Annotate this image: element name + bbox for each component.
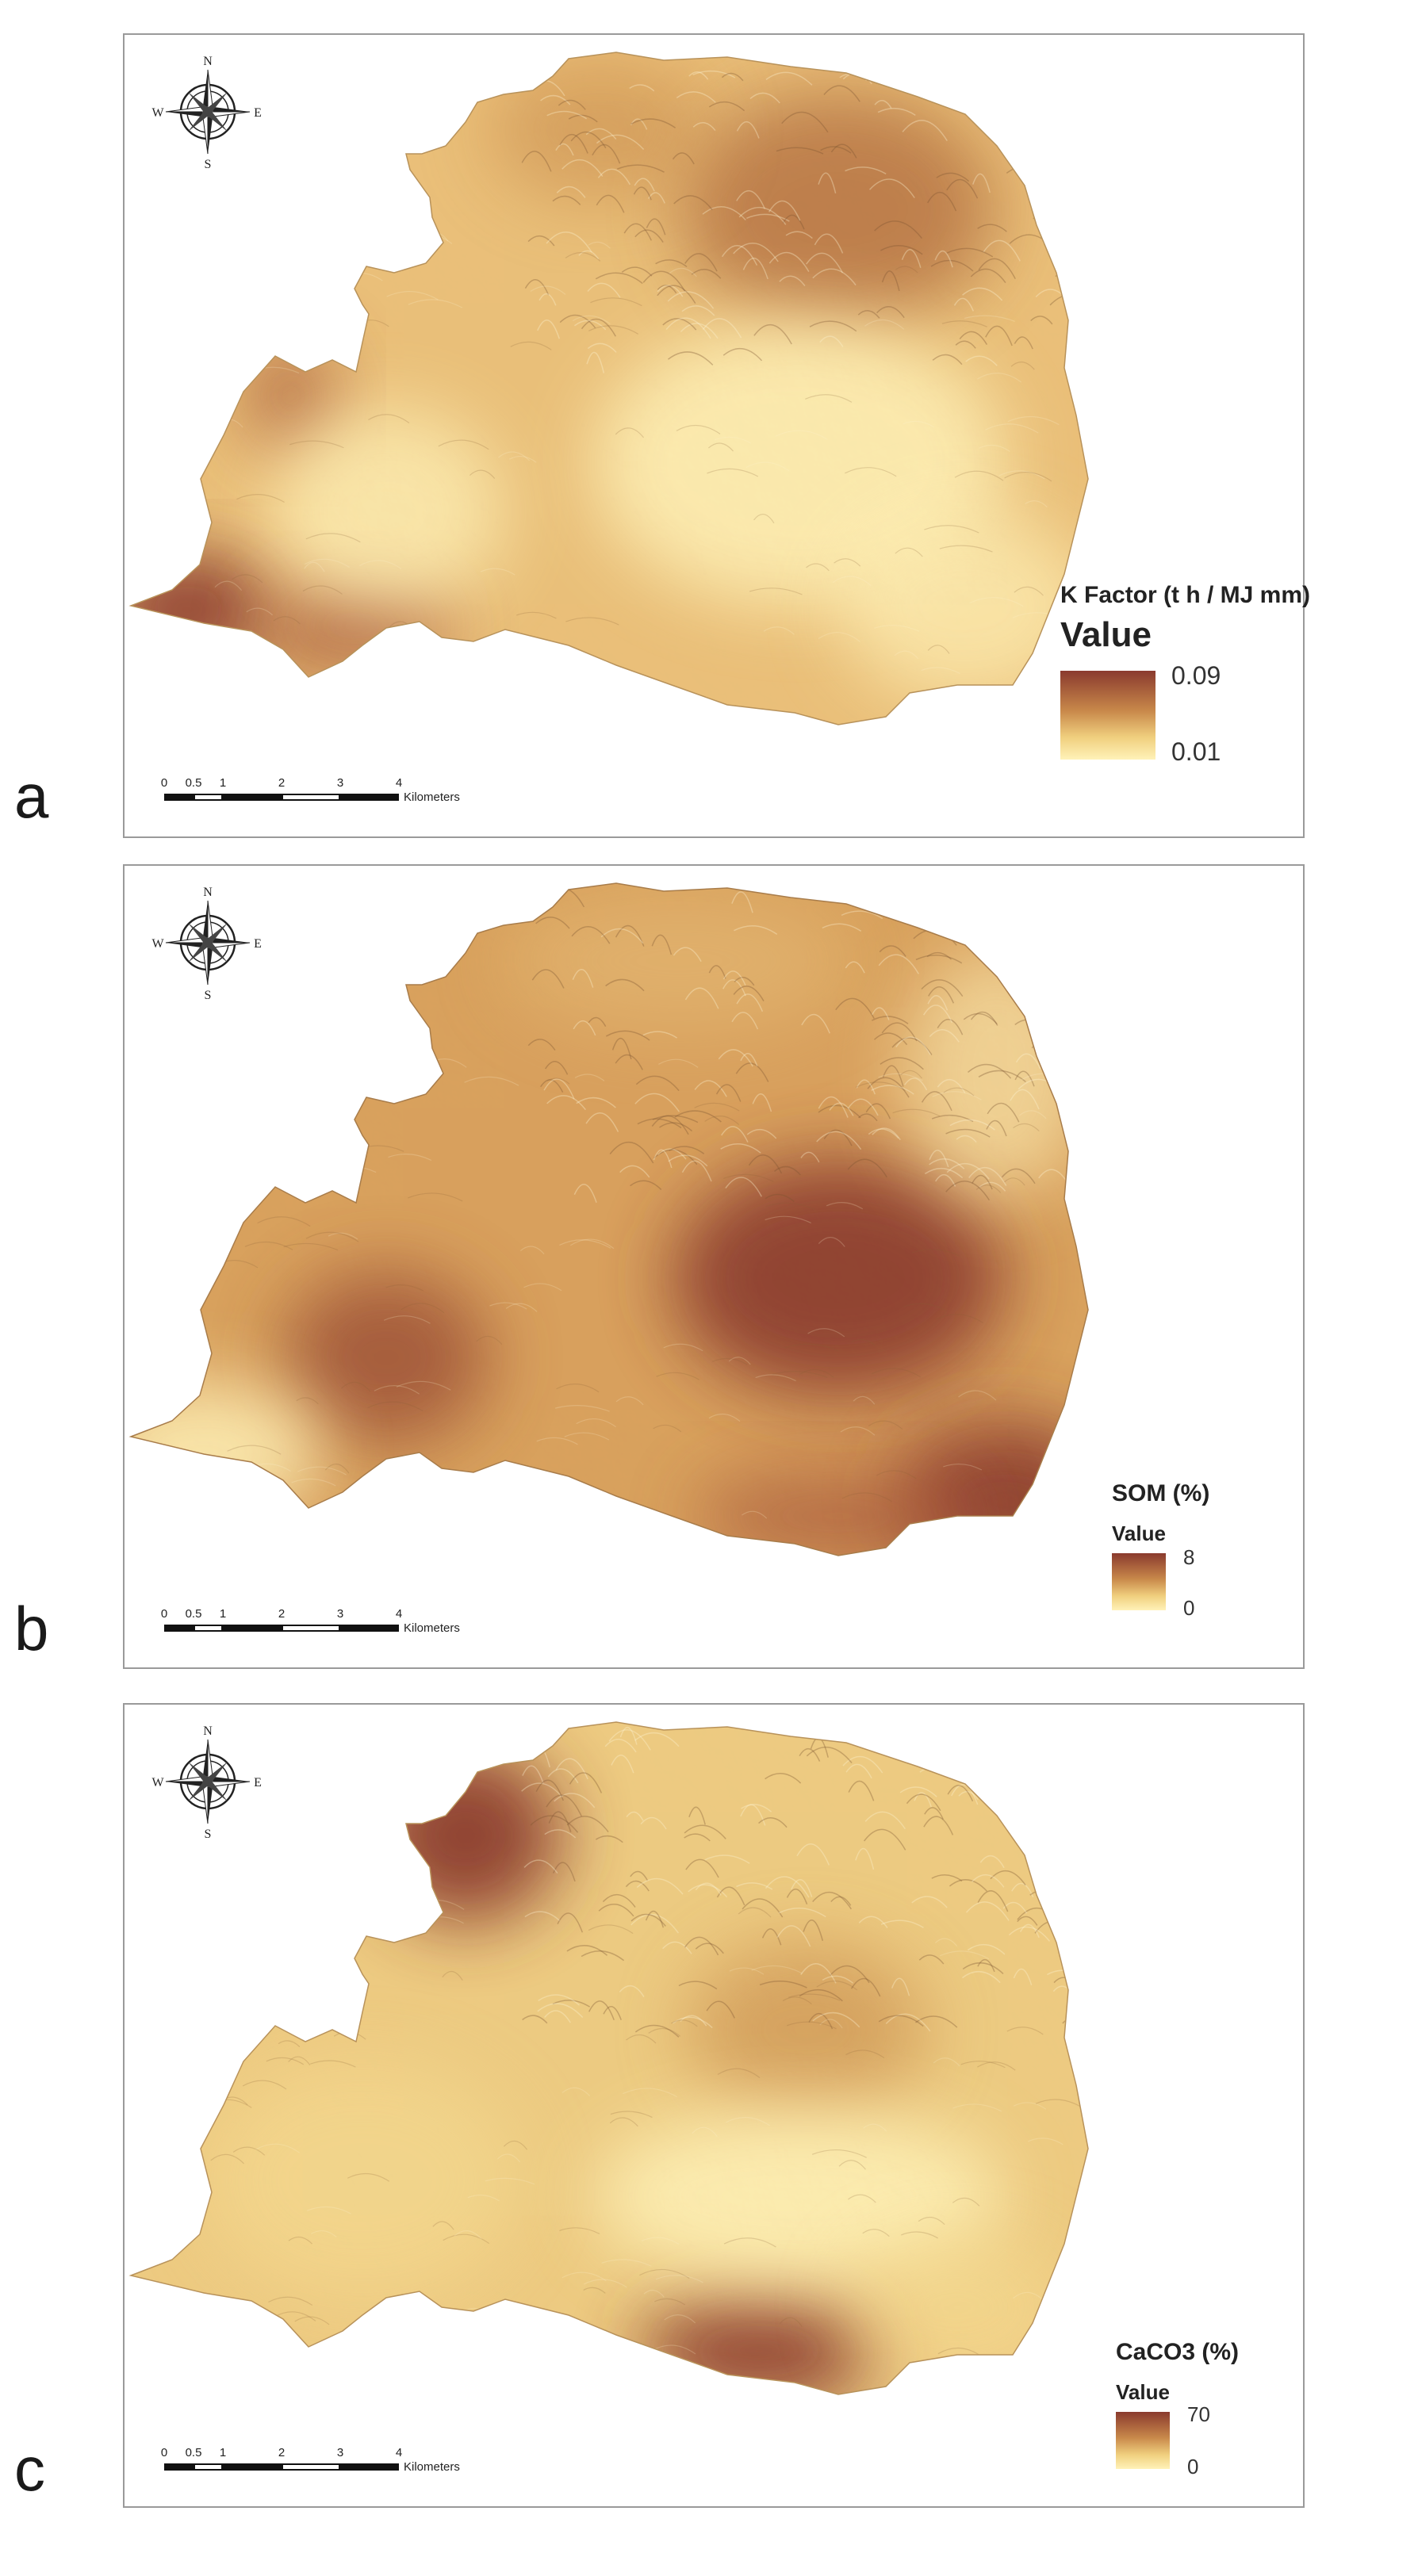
value-zone	[489, 59, 711, 201]
value-zone	[592, 2109, 1005, 2283]
map-panel-c: N S E W CaCO3 (%) Value 70 0 0 0.5 1 2 3 4 Kil…	[123, 1703, 1305, 2508]
scale-tick-label: 2	[278, 1607, 286, 1621]
color-ramp	[1060, 671, 1155, 760]
value-zone	[838, 511, 1088, 701]
scale-unit-label: Kilometers	[404, 2460, 460, 2474]
compass-e-label: E	[254, 937, 262, 951]
scale-tick-label: 1	[219, 1607, 227, 1621]
value-zone	[688, 1943, 926, 2117]
value-zone	[204, 2061, 521, 2299]
value-zone	[267, 408, 505, 614]
scale-segment	[340, 794, 399, 801]
value-zone	[672, 1159, 1005, 1397]
scale-tick-label: 4	[395, 2446, 403, 2459]
north-arrow-icon: N S E W	[148, 1722, 267, 1841]
scale-tick-label: 0	[160, 2446, 168, 2459]
compass-n-label: N	[203, 55, 213, 68]
scale-segment	[282, 794, 340, 801]
compass-w-label: W	[151, 937, 164, 951]
value-zone	[846, 2236, 1068, 2379]
north-arrow-icon: N S E W	[148, 52, 267, 171]
color-ramp	[1116, 2412, 1170, 2469]
scale-tick-label: 2	[278, 2446, 286, 2459]
scale-segment	[340, 1625, 399, 1632]
legend-max-label: 8	[1183, 1545, 1195, 1569]
legend-min-label: 0	[1183, 1596, 1195, 1620]
legend-min-label: 0.01	[1171, 737, 1221, 766]
map-panel-a: N S E W K Factor (t h / MJ mm) Value 0.0…	[123, 33, 1310, 838]
legend-title: SOM (%)	[1112, 1480, 1210, 1506]
compass-s-label: S	[205, 989, 212, 1002]
compass-e-label: E	[254, 106, 262, 120]
legend-max-label: 0.09	[1171, 661, 1221, 690]
scale-tick-label: 4	[395, 776, 403, 790]
color-ramp	[1112, 1553, 1166, 1610]
scale-tick-label: 3	[336, 776, 344, 790]
value-zone	[680, 90, 997, 328]
scale-tick-label: 1	[219, 776, 227, 790]
scale-segment	[282, 1625, 340, 1632]
scale-tick-label: 0.5	[185, 776, 202, 790]
scale-segment	[164, 2463, 194, 2471]
scale-segment	[223, 794, 282, 801]
scale-segment	[164, 1625, 194, 1632]
legend-min-label: 0	[1187, 2455, 1199, 2478]
value-surface	[131, 59, 1088, 701]
scale-tick-label: 0	[160, 1607, 168, 1621]
scale-tick-label: 2	[278, 776, 286, 790]
legend-heading: Value	[1116, 2380, 1170, 2404]
panel-label-b: b	[14, 1594, 49, 1663]
legend-title: CaCO3 (%)	[1116, 2339, 1240, 2365]
panel-label-c: c	[14, 2434, 45, 2504]
scale-tick-label: 3	[336, 2446, 344, 2459]
compass-s-label: S	[205, 1828, 212, 1841]
compass-e-label: E	[254, 1776, 262, 1789]
scale-segment	[164, 794, 194, 801]
scale-tick-label: 0.5	[185, 1607, 202, 1621]
value-surface	[204, 1727, 1086, 2394]
compass-s-label: S	[205, 158, 212, 171]
value-zone	[283, 1270, 489, 1445]
north-arrow-icon: N S E W	[148, 883, 267, 1002]
compass-w-label: W	[151, 106, 164, 120]
caco3-map	[128, 1721, 1089, 2395]
scale-segment	[194, 794, 223, 801]
scale-segment	[223, 1625, 282, 1632]
legend-heading: Value	[1112, 1521, 1166, 1545]
scale-tick-label: 0.5	[185, 2446, 202, 2459]
compass-n-label: N	[203, 886, 213, 899]
scale-tick-label: 0	[160, 776, 168, 790]
value-zone	[505, 890, 854, 1032]
scale-segment	[282, 2463, 340, 2471]
scale-segment	[340, 2463, 399, 2471]
scale-segment	[194, 2463, 223, 2471]
k-factor-map	[128, 52, 1089, 725]
map-panel-b: N S E W SOM (%) Value 8 0 0 0.5 1 2 3 4 Kilome…	[123, 864, 1305, 1669]
scale-tick-label: 3	[336, 1607, 344, 1621]
legend-heading: Value	[1060, 615, 1152, 654]
panel-label-a: a	[14, 761, 49, 831]
som-map	[128, 882, 1089, 1556]
legend-max-label: 70	[1187, 2402, 1210, 2426]
scale-segment	[223, 2463, 282, 2471]
compass-w-label: W	[151, 1776, 164, 1789]
hillshade-ridges	[208, 1727, 1086, 2358]
scale-unit-label: Kilometers	[404, 1621, 460, 1635]
scale-tick-label: 1	[219, 2446, 227, 2459]
scale-unit-label: Kilometers	[404, 790, 460, 804]
scale-tick-label: 4	[395, 1607, 403, 1621]
compass-n-label: N	[203, 1724, 213, 1738]
scale-segment	[194, 1625, 223, 1632]
legend-title: K Factor (t h / MJ mm)	[1060, 582, 1311, 608]
